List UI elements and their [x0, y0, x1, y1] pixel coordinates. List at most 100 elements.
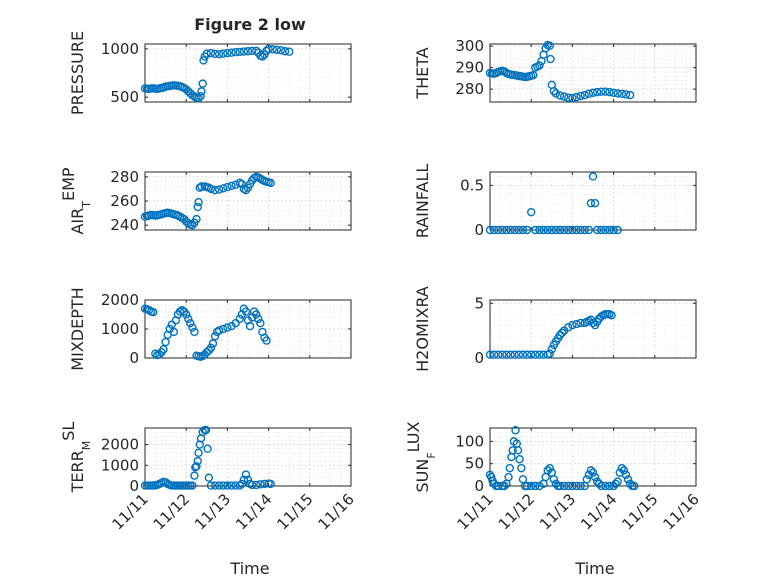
data-point: [590, 472, 600, 482]
data-point: [231, 180, 240, 189]
data-point: [489, 479, 499, 488]
data-point: [198, 79, 207, 88]
data-point: [231, 48, 240, 57]
y-tick-label: 1000: [101, 456, 139, 474]
y-axis-label: AIRTEMP: [59, 167, 93, 234]
data-point: [169, 327, 179, 337]
y-axis-label: SUNFLUX: [404, 421, 438, 492]
data-point: [489, 225, 499, 235]
data-point: [498, 350, 507, 359]
data-point: [194, 448, 203, 458]
data-point: [245, 321, 255, 331]
data-point: [584, 89, 594, 99]
y-tick-label: 100: [455, 432, 484, 450]
y-tick-label: 0: [474, 221, 484, 239]
data-point: [522, 350, 532, 359]
data-point: [513, 446, 523, 455]
data-point: [522, 225, 532, 235]
data-point: [555, 481, 565, 491]
data-point: [531, 350, 540, 359]
data-point: [206, 343, 216, 353]
data-point: [494, 350, 503, 359]
axes-frame: [144, 427, 352, 487]
data-point: [144, 305, 154, 315]
data-point: [199, 56, 208, 65]
data-point: [188, 323, 197, 332]
data-point: [149, 307, 158, 317]
data-point: [243, 475, 253, 484]
data-point: [485, 350, 495, 359]
y-tick-label: 0.5: [460, 176, 484, 194]
data-point: [227, 181, 236, 191]
data-point: [227, 481, 236, 490]
data-point: [601, 225, 610, 235]
data-point: [535, 481, 544, 491]
data-point: [535, 225, 544, 235]
data-point: [547, 225, 556, 235]
data-point: [545, 463, 554, 473]
data-point: [601, 481, 610, 491]
y-axis-label: TERRMSL: [59, 422, 93, 494]
data-point: [272, 45, 282, 54]
data-point: [241, 307, 251, 316]
data-point: [494, 481, 503, 491]
data-point: [210, 332, 220, 341]
data-point: [500, 481, 509, 491]
data-point: [543, 466, 552, 475]
data-point: [214, 481, 224, 490]
data-point: [576, 225, 585, 235]
data-point: [584, 225, 594, 235]
axes-frame: [489, 427, 697, 487]
data-point: [223, 182, 232, 192]
data-point: [609, 481, 618, 491]
data-point: [564, 481, 573, 491]
y-tick-label: 1000: [101, 320, 139, 338]
x-tick-label: 11/16: [660, 490, 703, 533]
data-point: [192, 462, 201, 471]
data-point: [597, 225, 606, 235]
data-point: [527, 481, 536, 491]
y-tick-label: 0: [474, 349, 484, 367]
data-point: [543, 225, 552, 235]
data-point: [177, 305, 187, 315]
x-tick-label: 11/12: [150, 490, 193, 533]
data-point: [197, 87, 206, 96]
data-point: [510, 225, 519, 235]
data-point: [555, 330, 565, 340]
data-point: [619, 466, 629, 475]
data-point: [564, 323, 573, 332]
data-point: [601, 87, 610, 96]
data-point: [239, 47, 249, 56]
y-tick-label: 300: [455, 37, 484, 55]
figure-title: Figure 2 low: [194, 15, 306, 34]
x-tick-label: 11/11: [109, 490, 152, 533]
data-point: [494, 225, 503, 235]
data-point: [555, 91, 565, 100]
data-point: [504, 472, 513, 482]
data-point: [588, 88, 598, 97]
data-point: [193, 456, 202, 466]
data-point: [254, 314, 263, 324]
data-point: [219, 324, 228, 334]
data-point: [555, 225, 565, 235]
data-point: [487, 472, 496, 482]
data-point: [572, 481, 581, 491]
data-point: [518, 350, 528, 359]
y-tick-label: 2000: [101, 291, 139, 309]
data-point: [617, 89, 627, 99]
y-tick-label: 290: [455, 59, 484, 77]
data-point: [597, 481, 606, 491]
y-tick-label: 260: [110, 192, 139, 210]
data-point: [188, 481, 197, 490]
data-point: [605, 87, 614, 97]
data-point: [588, 318, 598, 328]
x-tick-label: 11/13: [536, 490, 579, 533]
data-point: [223, 48, 232, 58]
data-point: [621, 90, 631, 99]
x-tick-label: 11/14: [577, 490, 620, 533]
data-point: [613, 89, 622, 98]
data-point: [262, 336, 271, 345]
data-point: [572, 92, 581, 102]
x-tick-label: 11/16: [315, 490, 358, 533]
